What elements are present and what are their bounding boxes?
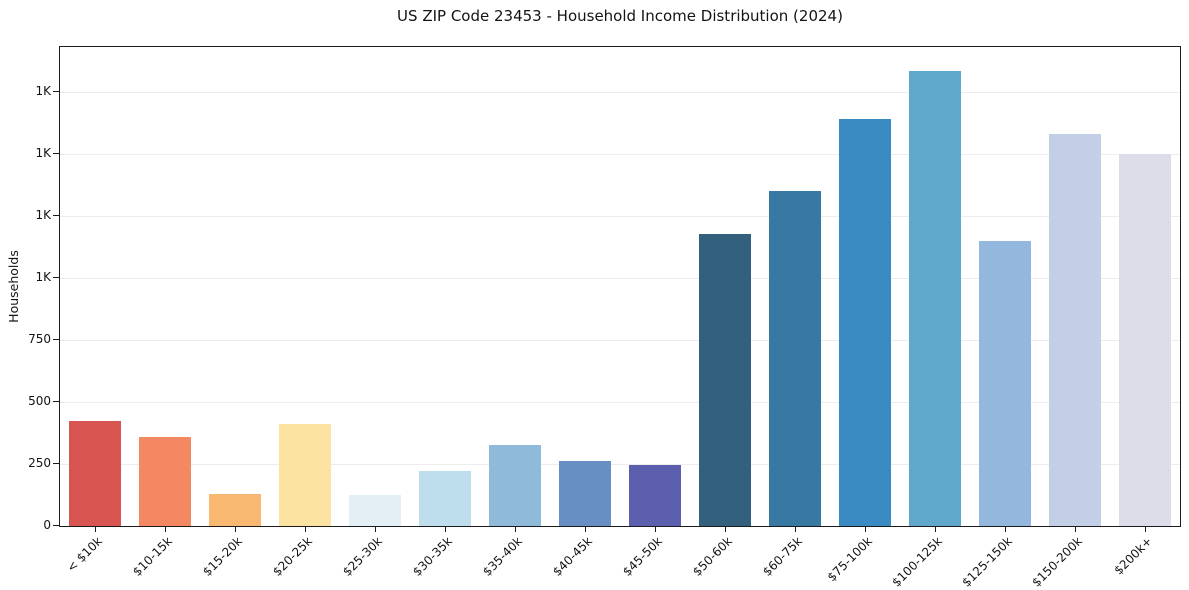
bar xyxy=(209,493,261,526)
x-tick-mark xyxy=(235,527,236,532)
y-tick-label: 1K xyxy=(35,145,51,160)
bar xyxy=(1119,153,1171,526)
x-tick-mark xyxy=(725,527,726,532)
y-axis-label-wrap: Households xyxy=(0,46,26,527)
bar xyxy=(1049,133,1101,526)
y-tick-mark xyxy=(53,462,59,464)
y-tick-mark xyxy=(53,400,59,402)
bar xyxy=(629,465,681,526)
chart-title: US ZIP Code 23453 - Household Income Dis… xyxy=(397,7,843,25)
x-tick-mark xyxy=(1145,527,1146,532)
bar xyxy=(979,240,1031,526)
x-tick-mark xyxy=(95,527,96,532)
x-tick-mark xyxy=(935,527,936,532)
y-tick-mark xyxy=(53,214,59,216)
bar xyxy=(489,445,541,526)
grid-line xyxy=(60,401,1180,403)
x-tick-mark xyxy=(585,527,586,532)
bar xyxy=(139,436,191,526)
grid-line xyxy=(60,153,1180,155)
y-tick-label: 750 xyxy=(28,331,51,346)
y-tick-label: 250 xyxy=(28,455,51,470)
bar xyxy=(909,70,961,526)
bar xyxy=(349,494,401,526)
x-tick-mark xyxy=(375,527,376,532)
grid-line xyxy=(60,215,1180,217)
plot-area xyxy=(59,46,1181,527)
x-tick-mark xyxy=(305,527,306,532)
y-tick-mark xyxy=(53,338,59,340)
x-tick-mark xyxy=(445,527,446,532)
bar xyxy=(699,234,751,526)
bar xyxy=(769,190,821,526)
y-tick-label: 1K xyxy=(35,83,51,98)
x-tick-label: < $10k xyxy=(64,534,105,575)
y-tick-label: 500 xyxy=(28,393,51,408)
y-tick-label: 1K xyxy=(35,207,51,222)
x-tick-mark xyxy=(865,527,866,532)
x-tick-mark xyxy=(165,527,166,532)
x-tick-mark xyxy=(1005,527,1006,532)
x-tick-mark xyxy=(655,527,656,532)
bar xyxy=(559,461,611,526)
x-tick-mark xyxy=(795,527,796,532)
bar xyxy=(69,420,121,526)
grid-line xyxy=(60,277,1180,279)
y-tick-label: 0 xyxy=(43,518,51,532)
grid-line xyxy=(60,339,1180,341)
y-axis-label: Households xyxy=(5,250,21,323)
x-tick-mark xyxy=(1075,527,1076,532)
bar xyxy=(279,424,331,526)
y-tick-mark xyxy=(53,525,59,526)
grid-line xyxy=(60,463,1180,465)
y-tick-mark xyxy=(53,152,59,154)
y-tick-mark xyxy=(53,276,59,278)
y-tick-mark xyxy=(53,90,59,92)
y-tick-label: 1K xyxy=(35,269,51,284)
bar xyxy=(419,471,471,526)
bar xyxy=(839,118,891,526)
grid-line xyxy=(60,91,1180,93)
x-tick-mark xyxy=(515,527,516,532)
